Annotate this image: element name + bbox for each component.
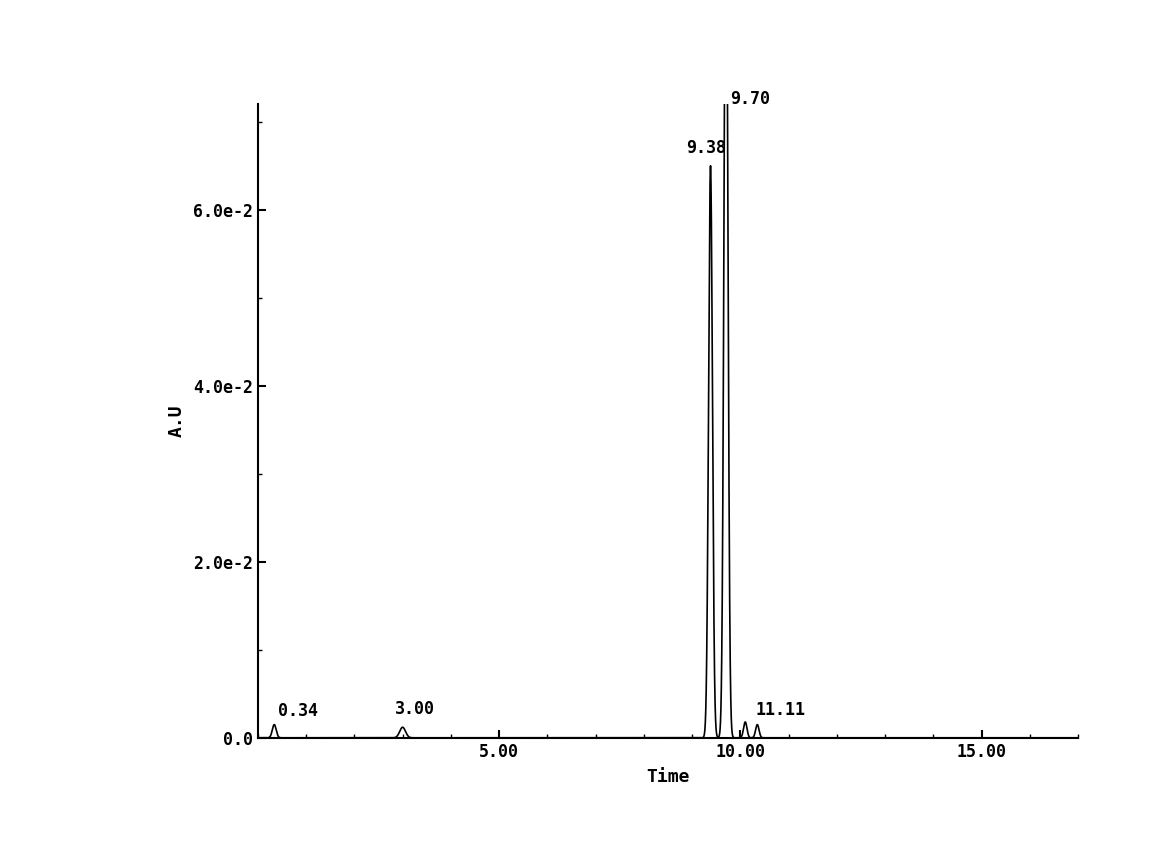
Text: 9.38: 9.38 bbox=[687, 139, 727, 156]
Y-axis label: A.U: A.U bbox=[168, 404, 186, 437]
Text: 0.34: 0.34 bbox=[278, 702, 318, 720]
Text: 9.70: 9.70 bbox=[730, 90, 770, 108]
Text: 11.11: 11.11 bbox=[755, 701, 805, 719]
Text: 3.00: 3.00 bbox=[395, 700, 435, 718]
X-axis label: Time: Time bbox=[646, 767, 690, 786]
